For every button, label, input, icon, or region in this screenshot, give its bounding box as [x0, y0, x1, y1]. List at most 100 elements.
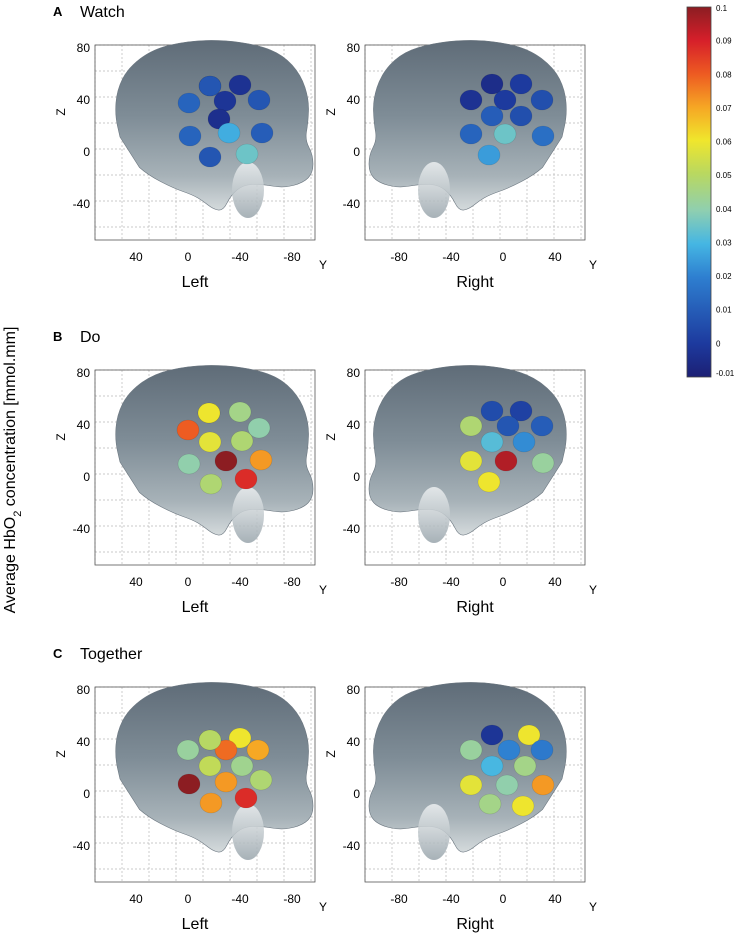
brain-surface — [368, 365, 567, 536]
y-tick-label: -40 — [231, 250, 249, 264]
channel-dot — [247, 89, 271, 111]
z-tick-label: 40 — [77, 735, 91, 749]
panel-letter: B — [53, 329, 62, 344]
channel-dot — [513, 755, 537, 777]
brain-plot-left: 80 40 0 -40 Z 40 0 -40 -80 Y Left — [54, 40, 327, 291]
y-tick-label: 0 — [185, 575, 192, 589]
z-tick-label: 80 — [77, 366, 91, 380]
z-tick-label: 80 — [347, 41, 361, 55]
y-tick-label: 0 — [500, 575, 507, 589]
channel-dot — [480, 755, 504, 777]
brain-plot-right: 80 40 0 -40 Z -80 -40 0 40 Y Right — [324, 365, 597, 616]
y-axis-label: Average HbO2 concentration [mmol.mm] — [2, 327, 24, 614]
panel-letter: C — [53, 646, 63, 661]
channel-dot — [493, 123, 517, 145]
colorbar-gradient — [686, 6, 712, 378]
colorbar-tick-label: 0.07 — [716, 104, 732, 113]
brain-stem — [418, 162, 450, 218]
channel-dot — [459, 774, 483, 796]
channel-dot — [509, 105, 533, 127]
brain-plot-left: 80 40 0 -40 Z 40 0 -40 -80 Y Left — [54, 682, 327, 933]
hemisphere-label: Left — [182, 916, 209, 933]
channel-dot — [496, 415, 520, 437]
panel-a: A Watch 80 40 0 -40 Z 40 0 -40 -80 Y Left 80 40 0 -40 Z -8… — [53, 4, 597, 291]
y-tick-label: -40 — [231, 892, 249, 906]
channel-dot — [197, 402, 221, 424]
channel-dot — [178, 125, 202, 147]
panel-title: Together — [80, 646, 143, 663]
colorbar-tick-label: 0.04 — [716, 205, 732, 214]
channel-dot — [531, 452, 555, 474]
y-tick-label: -80 — [390, 250, 408, 264]
channel-dot — [235, 143, 259, 165]
y-tick-label: 0 — [185, 892, 192, 906]
y-axis-label-y: Y — [319, 900, 327, 914]
colorbar-tick-label: 0.02 — [716, 272, 732, 281]
channel-dot — [249, 449, 273, 471]
y-tick-label: -80 — [283, 892, 301, 906]
hemisphere-label: Right — [456, 916, 494, 933]
z-tick-label: 40 — [77, 93, 91, 107]
z-axis-label: Z — [54, 433, 68, 440]
channel-dot — [530, 89, 554, 111]
channel-dot — [213, 90, 237, 112]
channel-dot — [198, 431, 222, 453]
z-tick-label: 40 — [347, 93, 361, 107]
z-tick-label: 0 — [353, 145, 360, 159]
colorbar-tick-label: 0.1 — [716, 4, 728, 13]
hemisphere-label: Right — [456, 599, 494, 616]
z-tick-label: -40 — [73, 839, 91, 853]
channel-dot — [477, 471, 501, 493]
channel-dot — [230, 755, 254, 777]
channel-dot — [531, 125, 555, 147]
channel-dot — [228, 74, 252, 96]
z-tick-label: 40 — [347, 418, 361, 432]
y-tick-label: 40 — [548, 250, 562, 264]
y-tick-label: -40 — [231, 575, 249, 589]
channel-dot — [177, 92, 201, 114]
channel-dot — [247, 417, 271, 439]
channel-dot — [234, 468, 258, 490]
channel-dot — [199, 792, 223, 814]
channel-dot — [512, 431, 536, 453]
brain-stem — [232, 804, 264, 860]
z-tick-label: 40 — [77, 418, 91, 432]
panel-b: B Do 80 40 0 -40 Z 40 0 -40 -80 Y Left 80 40 0 -40 Z -80 -4… — [53, 329, 597, 616]
brain-plot-left: 80 40 0 -40 Z 40 0 -40 -80 Y Left — [54, 365, 327, 616]
z-tick-label: 40 — [347, 735, 361, 749]
channel-dot — [459, 739, 483, 761]
channel-dot — [480, 724, 504, 746]
channel-dot — [517, 724, 541, 746]
y-tick-label: 40 — [129, 892, 143, 906]
y-tick-label: 40 — [548, 575, 562, 589]
channel-dot — [459, 450, 483, 472]
brain-plot-right: 80 40 0 -40 Z -80 -40 0 40 Y Right — [324, 682, 597, 933]
y-tick-label: -80 — [283, 575, 301, 589]
channel-dot — [176, 419, 200, 441]
z-tick-label: 0 — [83, 787, 90, 801]
channel-dot — [176, 739, 200, 761]
z-tick-label: 0 — [83, 145, 90, 159]
colorbar-tick-label: -0.01 — [716, 369, 735, 378]
y-tick-label: -40 — [442, 892, 460, 906]
z-tick-label: -40 — [73, 522, 91, 536]
brain-stem — [232, 162, 264, 218]
channel-dot — [530, 739, 554, 761]
channel-dot — [494, 450, 518, 472]
y-tick-label: 40 — [548, 892, 562, 906]
brain-surface — [368, 682, 567, 853]
y-tick-label: 0 — [500, 250, 507, 264]
hemisphere-label: Left — [182, 599, 209, 616]
y-tick-label: -80 — [390, 892, 408, 906]
z-tick-label: 0 — [353, 787, 360, 801]
z-axis-label: Z — [324, 108, 338, 115]
colorbar-tick-label: 0.05 — [716, 171, 732, 180]
channel-dot — [511, 795, 535, 817]
channel-dot — [480, 431, 504, 453]
channel-dot — [459, 89, 483, 111]
channel-dot — [509, 73, 533, 95]
panels-layer: A Watch 80 40 0 -40 Z 40 0 -40 -80 Y Left 80 40 0 -40 Z -8… — [53, 4, 597, 933]
colorbar-tick-label: 0 — [716, 339, 721, 348]
z-tick-label: -40 — [343, 839, 361, 853]
